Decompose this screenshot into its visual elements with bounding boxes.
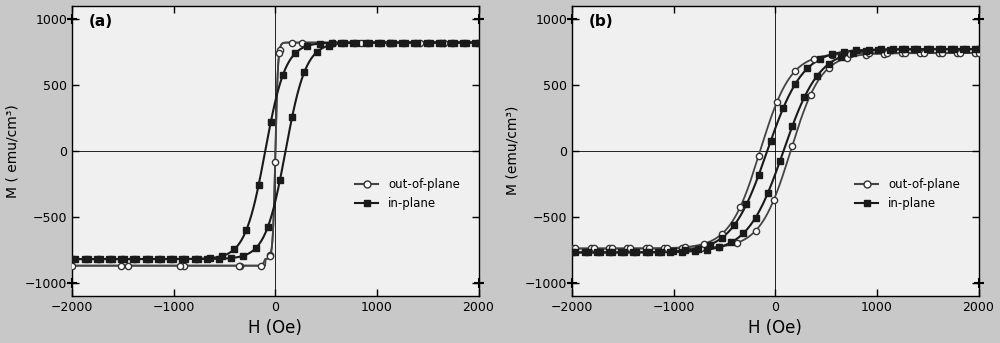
Text: (a): (a) [89, 14, 113, 29]
Legend: out-of-plane, in-plane: out-of-plane, in-plane [350, 174, 464, 215]
Text: (b): (b) [589, 14, 613, 29]
Y-axis label: M ( emu/cm³): M ( emu/cm³) [6, 104, 20, 198]
Y-axis label: M (emu/cm³): M (emu/cm³) [506, 106, 520, 196]
X-axis label: H (Oe): H (Oe) [248, 319, 302, 338]
Legend: out-of-plane, in-plane: out-of-plane, in-plane [850, 174, 964, 215]
X-axis label: H (Oe): H (Oe) [748, 319, 802, 338]
